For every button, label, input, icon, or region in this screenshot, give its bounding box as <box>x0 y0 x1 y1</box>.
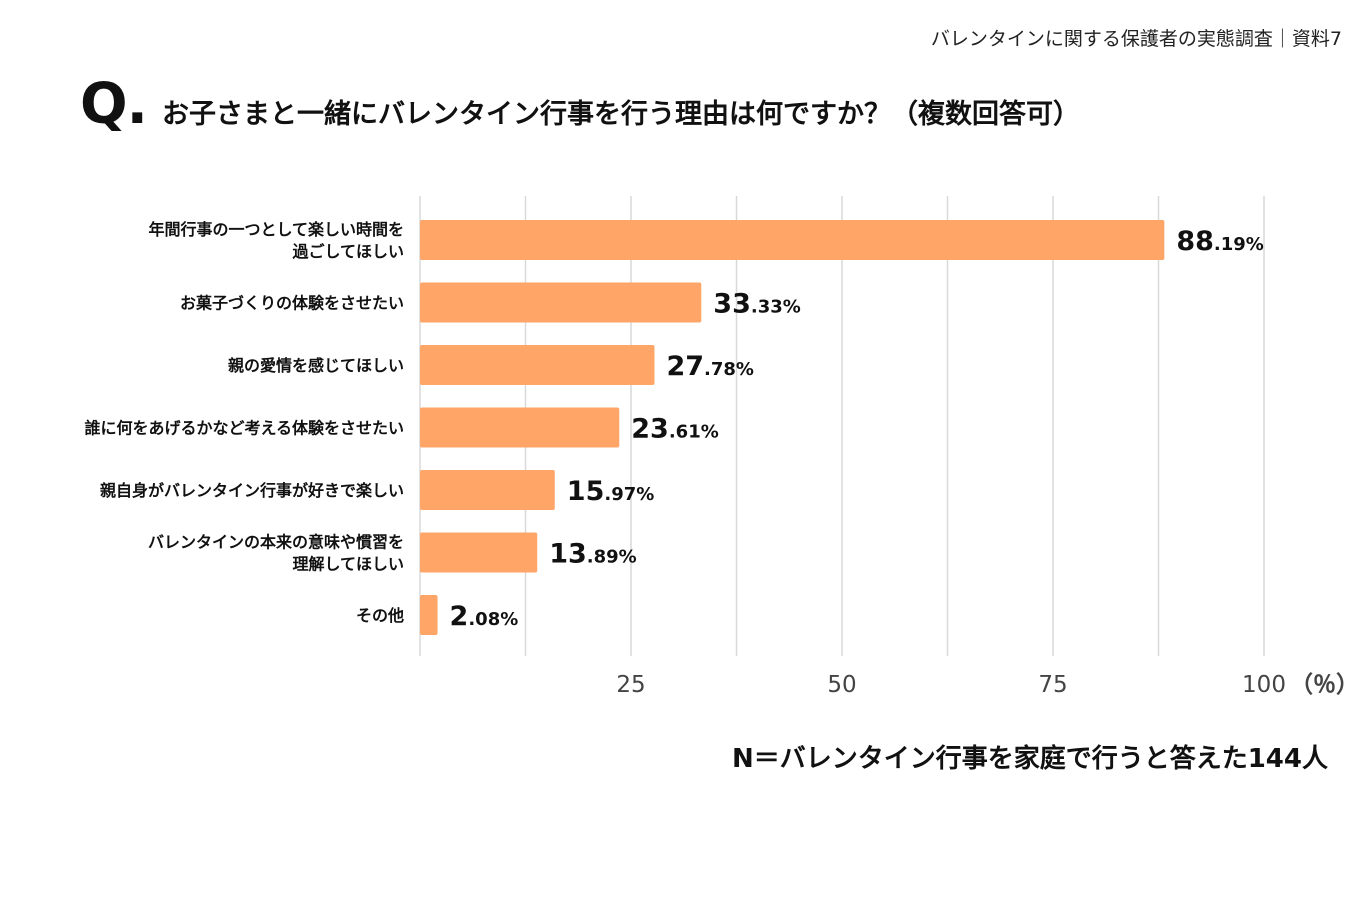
category-label: 年間行事の一つとして楽しい時間を <box>148 220 404 239</box>
data-label: 15.97% <box>567 476 655 507</box>
data-label-integer: 88 <box>1176 226 1214 257</box>
bar <box>420 470 555 510</box>
bar <box>420 532 538 573</box>
category-label: 親の愛情を感じてほしい <box>228 356 404 375</box>
category-label: 誰に何をあげるかなど考える体験をさせたい <box>84 419 404 438</box>
data-label-integer: 23 <box>631 414 669 445</box>
bar <box>420 345 655 385</box>
data-label-integer: 27 <box>666 351 704 382</box>
question-mark-label: Q. <box>80 72 148 137</box>
data-label-decimal: .19% <box>1214 234 1264 255</box>
data-label: 13.89% <box>549 539 637 570</box>
x-tick-label: 50 <box>827 672 856 698</box>
data-label-decimal: .89% <box>587 547 637 568</box>
bar <box>420 220 1165 260</box>
data-label-integer: 2 <box>450 601 469 632</box>
x-tick-label: 25 <box>616 672 645 698</box>
bar <box>420 595 438 635</box>
data-label: 2.08% <box>450 601 519 632</box>
category-label: 親自身がバレンタイン行事が好きで楽しい <box>100 481 404 500</box>
category-label: その他 <box>356 606 404 625</box>
category-label: 理解してほしい <box>292 555 404 574</box>
category-label: お菓子づくりの体験をさせたい <box>180 294 404 313</box>
data-label: 33.33% <box>713 289 801 320</box>
sample-size-note: N＝バレンタイン行事を家庭で行うと答えた144人 <box>731 744 1328 774</box>
x-axis-unit-label: （％） <box>1290 671 1359 698</box>
bar <box>420 282 702 323</box>
data-label: 27.78% <box>666 351 754 382</box>
category-label: 過ごしてほしい <box>291 242 404 261</box>
data-label-decimal: .78% <box>704 359 754 380</box>
bar <box>420 407 620 448</box>
x-tick-label: 100 <box>1242 672 1286 698</box>
category-label: バレンタインの本来の意味や慣習を <box>148 533 404 552</box>
data-label-decimal: .08% <box>468 609 518 630</box>
data-label-integer: 13 <box>549 539 587 570</box>
data-label-decimal: .61% <box>669 422 719 443</box>
data-label: 88.19% <box>1176 226 1264 257</box>
data-label-integer: 33 <box>713 289 751 320</box>
document-caption: バレンタインに関する保護者の実態調査｜資料7 <box>930 28 1342 50</box>
data-label-decimal: .97% <box>604 484 654 505</box>
data-label-decimal: .33% <box>751 297 801 318</box>
data-label-integer: 15 <box>567 476 605 507</box>
question-text: お子さまと一緒にバレンタイン行事を行う理由は何ですか？（複数回答可） <box>162 99 1080 130</box>
data-label: 23.61% <box>631 414 719 445</box>
x-tick-label: 75 <box>1038 672 1067 698</box>
